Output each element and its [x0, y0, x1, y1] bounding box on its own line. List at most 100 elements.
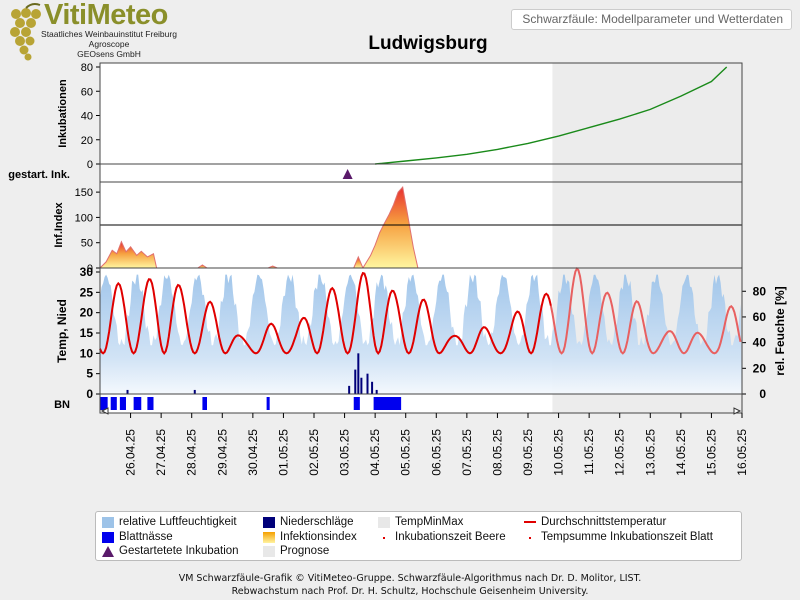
leaf-wetness-bar	[119, 397, 126, 410]
precipitation-bar	[193, 389, 196, 394]
leaf-wetness-bar	[202, 397, 207, 410]
y-tick-label: 60	[81, 86, 93, 98]
infection-swatch	[263, 532, 275, 543]
x-tick-label: 01.05.25	[276, 429, 290, 476]
x-tick-label: 03.05.25	[338, 429, 352, 476]
y-tick-label-right: 60	[753, 310, 767, 324]
y-tick-label: 50	[81, 238, 93, 250]
x-tick-label: 28.04.25	[185, 429, 199, 476]
incubation-berry-dot	[383, 537, 385, 539]
precipitation-bar	[366, 373, 369, 394]
x-tick-label: 04.05.25	[368, 429, 382, 476]
leaf-wetness-bar	[147, 397, 154, 410]
footer-line-2: Rebwachstum nach Prof. Dr. H. Schultz, H…	[231, 586, 589, 597]
x-tick-label: 05.05.25	[399, 429, 413, 476]
infection-axis-title: Inf.Index	[53, 202, 65, 248]
y-tick-label: 0	[87, 263, 93, 275]
avgtemp-line-swatch	[524, 521, 536, 523]
x-tick-label: 09.05.25	[521, 429, 535, 476]
y-tick-label: 30	[80, 265, 94, 279]
humidity-swatch	[102, 517, 114, 528]
avg-temperature-forecast-line	[549, 267, 742, 355]
precipitation-bar	[357, 353, 360, 394]
y-tick-label: 25	[80, 285, 94, 299]
footer-line-1: VM Schwarzfäule-Grafik © VitiMeteo-Grupp…	[178, 573, 642, 584]
y-tick-label-right: 20	[753, 361, 767, 375]
x-tick-label: 14.05.25	[674, 429, 688, 476]
chart-legend: relative Luftfeuchtigkeit Niederschläge …	[95, 511, 742, 561]
precipitation-bar	[354, 369, 357, 394]
leaf-wetness-bar	[266, 397, 270, 410]
precipitation-bar	[126, 389, 129, 394]
infection-index-area	[362, 186, 419, 269]
precipitation-bar	[371, 381, 374, 394]
legend-label: Tempsumme Inkubationszeit Blatt	[541, 531, 713, 543]
legend-label: Infektionsindex	[280, 531, 357, 543]
x-tick-label: 15.05.25	[704, 429, 718, 476]
tempsum-leaf-dot	[529, 537, 531, 539]
y-tick-label-right: 80	[753, 284, 767, 298]
y-tick-label: 15	[80, 326, 94, 340]
started-incubation-label: gestart. Ink.	[8, 169, 70, 181]
precipitation-bar	[375, 389, 378, 394]
infection-index-area	[98, 240, 158, 269]
grape-icon	[10, 3, 41, 61]
x-tick-label: 08.05.25	[490, 429, 504, 476]
leaf-wetness-bar	[100, 397, 108, 410]
tempminmax-swatch	[378, 517, 390, 528]
x-tick-label: 27.04.25	[154, 429, 168, 476]
station-title: Ludwigsburg	[368, 33, 488, 54]
page-subtitle: Schwarzfäule: Modellparameter und Wetter…	[511, 9, 792, 30]
x-tick-label: 11.05.25	[582, 429, 596, 475]
leaf-wetness-bar	[110, 397, 117, 410]
x-tick-label: 12.05.25	[613, 429, 627, 476]
x-tick-label: 26.04.25	[124, 429, 138, 476]
legend-label: TempMinMax	[395, 516, 464, 528]
leaf-wetness-label: BN	[54, 399, 70, 411]
panel-border-bn	[99, 393, 743, 414]
x-tick-label: 30.04.25	[246, 429, 260, 476]
x-tick-label: 29.04.25	[215, 429, 229, 476]
leaf-wetness-bar	[133, 397, 142, 410]
legend-label: Prognose	[280, 545, 330, 557]
incubation-series-line	[375, 66, 728, 165]
legend-label: Niederschläge	[280, 516, 354, 528]
y-tick-label: 80	[81, 62, 93, 74]
vitimeteo-logo: VitiMeteo Staatliches Weinbauinstitut Fr…	[6, 0, 186, 62]
y-tick-label: 10	[80, 346, 94, 360]
legend-label: Durchschnittstemperatur	[541, 516, 667, 528]
y-tick-label-right: 0	[759, 387, 766, 401]
x-tick-label: 13.05.25	[643, 429, 657, 476]
y-tick-label: 0	[87, 159, 93, 171]
y-tick-label: 20	[81, 135, 93, 147]
avg-temperature-line	[99, 271, 552, 355]
precipitation-bar	[360, 377, 363, 394]
humidity-area	[100, 274, 742, 394]
legend-label: relative Luftfeuchtigkeit	[119, 516, 237, 528]
scroll-left-icon	[100, 407, 109, 415]
triangle-icon	[102, 546, 114, 557]
y-tick-label: 100	[75, 212, 93, 224]
leaf-wetness-bar	[373, 397, 402, 410]
precipitation-swatch	[263, 517, 275, 528]
logo-title: VitiMeteo	[44, 0, 168, 31]
y-tick-label: 20	[80, 306, 94, 320]
x-tick-label: 10.05.25	[552, 429, 566, 476]
leafwetness-swatch	[102, 532, 114, 543]
legend-label: Blattnässe	[119, 531, 173, 543]
legend-label: Gestartetete Inkubation	[119, 545, 239, 557]
y-tick-label: 5	[86, 367, 93, 381]
scroll-right-icon	[733, 407, 742, 415]
y-tick-label: 150	[75, 187, 93, 199]
x-tick-label: 07.05.25	[460, 429, 474, 476]
x-tick-label: 06.05.25	[429, 429, 443, 476]
incubation-axis-title: Inkubationen	[57, 79, 69, 148]
forecast-swatch	[263, 546, 275, 557]
x-tick-label: 02.05.25	[307, 429, 321, 476]
y-tick-label-right: 40	[753, 336, 767, 350]
precipitation-bar	[348, 385, 351, 394]
legend-label: Inkubationszeit Beere	[395, 531, 506, 543]
humidity-axis-title: rel. Feuchte [%]	[773, 286, 787, 375]
y-tick-label: 0	[86, 387, 93, 401]
